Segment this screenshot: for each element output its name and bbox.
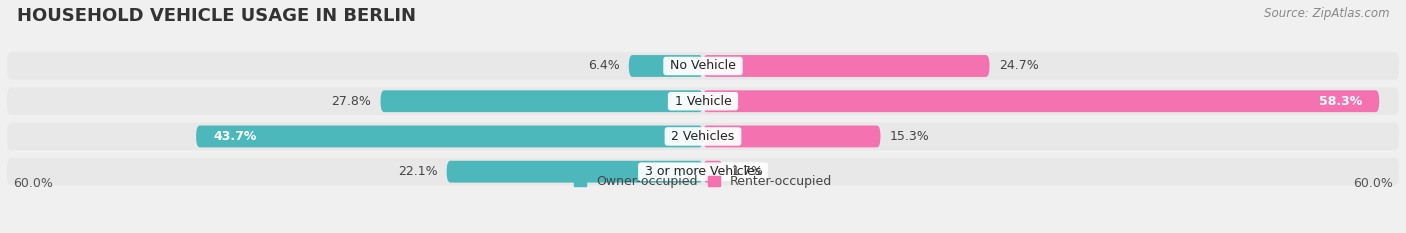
Text: 1.7%: 1.7% (733, 165, 763, 178)
Text: 60.0%: 60.0% (13, 177, 52, 190)
Text: 22.1%: 22.1% (398, 165, 437, 178)
Legend: Owner-occupied, Renter-occupied: Owner-occupied, Renter-occupied (568, 171, 838, 193)
FancyBboxPatch shape (703, 90, 1379, 112)
Text: 15.3%: 15.3% (890, 130, 929, 143)
Text: Source: ZipAtlas.com: Source: ZipAtlas.com (1264, 7, 1389, 20)
FancyBboxPatch shape (703, 55, 990, 77)
FancyBboxPatch shape (381, 90, 703, 112)
Text: No Vehicle: No Vehicle (666, 59, 740, 72)
Text: 3 or more Vehicles: 3 or more Vehicles (641, 165, 765, 178)
FancyBboxPatch shape (7, 52, 1399, 80)
Text: HOUSEHOLD VEHICLE USAGE IN BERLIN: HOUSEHOLD VEHICLE USAGE IN BERLIN (17, 7, 416, 25)
Text: 27.8%: 27.8% (332, 95, 371, 108)
FancyBboxPatch shape (703, 126, 880, 147)
Text: 43.7%: 43.7% (214, 130, 257, 143)
Text: 24.7%: 24.7% (998, 59, 1039, 72)
Text: 60.0%: 60.0% (1354, 177, 1393, 190)
Text: 1 Vehicle: 1 Vehicle (671, 95, 735, 108)
FancyBboxPatch shape (7, 87, 1399, 115)
FancyBboxPatch shape (7, 158, 1399, 185)
FancyBboxPatch shape (7, 123, 1399, 150)
Text: 2 Vehicles: 2 Vehicles (668, 130, 738, 143)
Text: 6.4%: 6.4% (588, 59, 620, 72)
FancyBboxPatch shape (195, 126, 703, 147)
FancyBboxPatch shape (703, 161, 723, 183)
Text: 58.3%: 58.3% (1319, 95, 1362, 108)
FancyBboxPatch shape (628, 55, 703, 77)
FancyBboxPatch shape (447, 161, 703, 183)
